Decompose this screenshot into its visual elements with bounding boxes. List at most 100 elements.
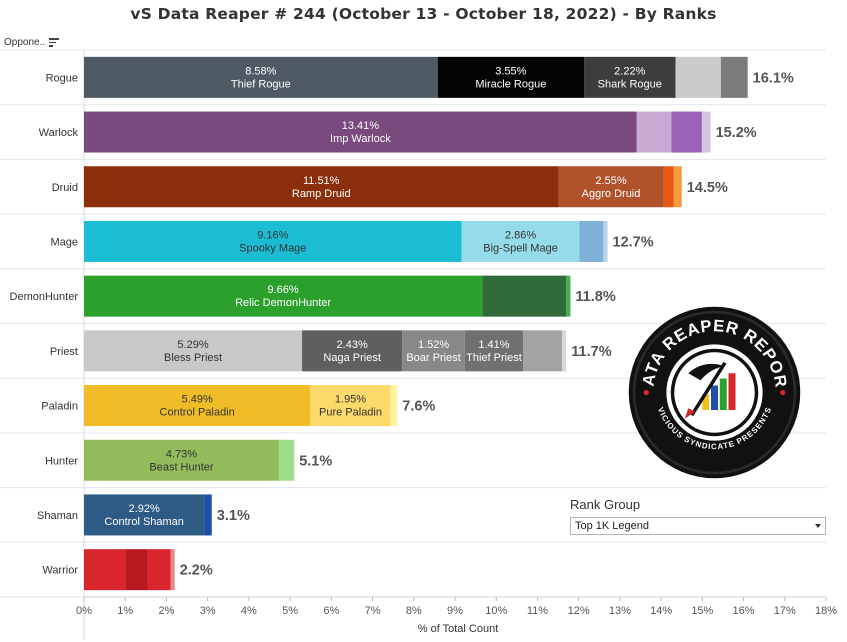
rank-group-selected: Top 1K Legend bbox=[575, 520, 650, 532]
rank-group-dropdown[interactable]: Top 1K Legend bbox=[570, 517, 826, 535]
bar-segment[interactable] bbox=[482, 275, 567, 317]
segment-value-label: 9.66% bbox=[268, 284, 299, 296]
bar-segment[interactable] bbox=[84, 166, 559, 208]
bar-segment[interactable] bbox=[523, 330, 563, 372]
class-label-demonhunter: DemonHunter bbox=[10, 291, 79, 303]
total-value-label: 2.2% bbox=[180, 563, 213, 579]
bar-segment[interactable] bbox=[310, 385, 391, 427]
total-value-label: 14.5% bbox=[687, 180, 728, 196]
bar-segment[interactable] bbox=[558, 166, 664, 208]
segment-value-label: 11.51% bbox=[303, 175, 340, 187]
segment-value-label: 1.52% bbox=[418, 339, 449, 351]
sort-label: Oppone.. bbox=[4, 37, 46, 48]
bar-segment[interactable] bbox=[302, 330, 403, 372]
sort-descending-icon[interactable] bbox=[49, 38, 60, 47]
total-value-label: 12.7% bbox=[613, 234, 654, 250]
bar-segment[interactable] bbox=[84, 385, 311, 427]
total-value-label: 16.1% bbox=[753, 70, 794, 86]
bar-segment[interactable] bbox=[636, 111, 672, 153]
class-label-warlock: Warlock bbox=[39, 127, 79, 139]
x-tick-label: 18% bbox=[815, 605, 837, 617]
segment-value-label: 2.22% bbox=[614, 65, 645, 77]
segment-value-label: 4.73% bbox=[166, 448, 197, 460]
segment-name-label: Pure Paladin bbox=[319, 407, 382, 419]
bar-segment[interactable] bbox=[701, 111, 711, 153]
bar-segment[interactable] bbox=[84, 494, 205, 536]
bar-segment[interactable] bbox=[84, 220, 462, 262]
segment-value-label: 9.16% bbox=[257, 229, 288, 241]
bar-segment[interactable] bbox=[390, 385, 398, 427]
x-tick-label: 3% bbox=[200, 605, 216, 617]
chevron-down-icon[interactable] bbox=[815, 524, 821, 528]
x-tick-label: 5% bbox=[282, 605, 298, 617]
x-tick-label: 14% bbox=[650, 605, 672, 617]
segment-name-label: Naga Priest bbox=[323, 352, 380, 364]
x-tick-label: 11% bbox=[527, 605, 548, 617]
bar-segment[interactable] bbox=[125, 549, 148, 591]
class-label-druid: Druid bbox=[52, 182, 78, 194]
class-label-hunter: Hunter bbox=[45, 455, 78, 467]
bar-segment[interactable] bbox=[464, 330, 524, 372]
bar-segment[interactable] bbox=[437, 56, 585, 98]
segment-name-label: Spooky Mage bbox=[239, 242, 306, 254]
segment-name-label: Boar Priest bbox=[406, 352, 460, 364]
class-label-warrior: Warrior bbox=[42, 565, 78, 577]
bar-segment[interactable] bbox=[562, 330, 567, 372]
bar-segment[interactable] bbox=[461, 220, 580, 262]
segment-name-label: Miracle Rogue bbox=[475, 78, 546, 90]
bar-segment[interactable] bbox=[673, 166, 682, 208]
bar-segment[interactable] bbox=[278, 439, 295, 481]
bar-segment[interactable] bbox=[584, 56, 676, 98]
segment-value-label: 1.41% bbox=[478, 339, 509, 351]
data-reaper-report-logo: DATA REAPER REPORT VICIOUS SYNDICATE PRE… bbox=[627, 305, 801, 479]
segment-name-label: Relic DemonHunter bbox=[235, 297, 331, 309]
segment-name-label: Beast Hunter bbox=[149, 461, 214, 473]
bar-segment[interactable] bbox=[402, 330, 465, 372]
x-tick-label: 1% bbox=[117, 605, 133, 617]
x-tick-label: 13% bbox=[609, 605, 631, 617]
x-tick-label: 0% bbox=[76, 605, 92, 617]
segment-value-label: 8.58% bbox=[245, 65, 276, 77]
bar-segment[interactable] bbox=[675, 56, 721, 98]
segment-name-label: Bless Priest bbox=[164, 352, 222, 364]
bar-segment[interactable] bbox=[663, 166, 674, 208]
bar-segment[interactable] bbox=[84, 439, 279, 481]
bar-segment[interactable] bbox=[84, 549, 126, 591]
total-value-label: 5.1% bbox=[299, 453, 332, 469]
segment-name-label: Control Paladin bbox=[160, 407, 235, 419]
segment-name-label: Ramp Druid bbox=[292, 188, 351, 200]
bar-segment[interactable] bbox=[147, 549, 171, 591]
x-tick-label: 2% bbox=[158, 605, 174, 617]
class-label-shaman: Shaman bbox=[37, 510, 78, 522]
x-tick-label: 12% bbox=[568, 605, 590, 617]
sort-control[interactable]: Oppone.. bbox=[4, 37, 60, 48]
bar-segment[interactable] bbox=[84, 56, 438, 98]
rank-group-filter: Rank Group Top 1K Legend bbox=[570, 497, 826, 535]
bar-segment[interactable] bbox=[720, 56, 748, 98]
chart-title: vS Data Reaper # 244 (October 13 - Octob… bbox=[130, 5, 717, 23]
segment-value-label: 2.55% bbox=[595, 175, 626, 187]
bar-segment[interactable] bbox=[204, 494, 212, 536]
x-tick-label: 16% bbox=[733, 605, 755, 617]
total-value-label: 11.7% bbox=[571, 344, 611, 360]
bar-segment[interactable] bbox=[170, 549, 175, 591]
bar-segment[interactable] bbox=[603, 220, 608, 262]
segment-value-label: 2.86% bbox=[505, 229, 536, 241]
bar-segment[interactable] bbox=[671, 111, 702, 153]
class-label-priest: Priest bbox=[50, 346, 78, 358]
bar-segment[interactable] bbox=[84, 275, 483, 317]
bar-segment[interactable] bbox=[566, 275, 571, 317]
segment-value-label: 13.41% bbox=[342, 120, 380, 132]
x-axis-title: % of Total Count bbox=[418, 623, 499, 635]
segment-name-label: Big-Spell Mage bbox=[483, 242, 558, 254]
segment-value-label: 1.95% bbox=[335, 394, 366, 406]
bar-segment[interactable] bbox=[84, 330, 303, 372]
segment-value-label: 5.49% bbox=[182, 394, 213, 406]
x-tick-label: 17% bbox=[774, 605, 796, 617]
bar-segment[interactable] bbox=[84, 111, 637, 153]
bar-segment[interactable] bbox=[579, 220, 604, 262]
plot-frame bbox=[0, 49, 826, 640]
segment-name-label: Control Shaman bbox=[104, 516, 184, 528]
x-tick-label: 9% bbox=[447, 605, 463, 617]
